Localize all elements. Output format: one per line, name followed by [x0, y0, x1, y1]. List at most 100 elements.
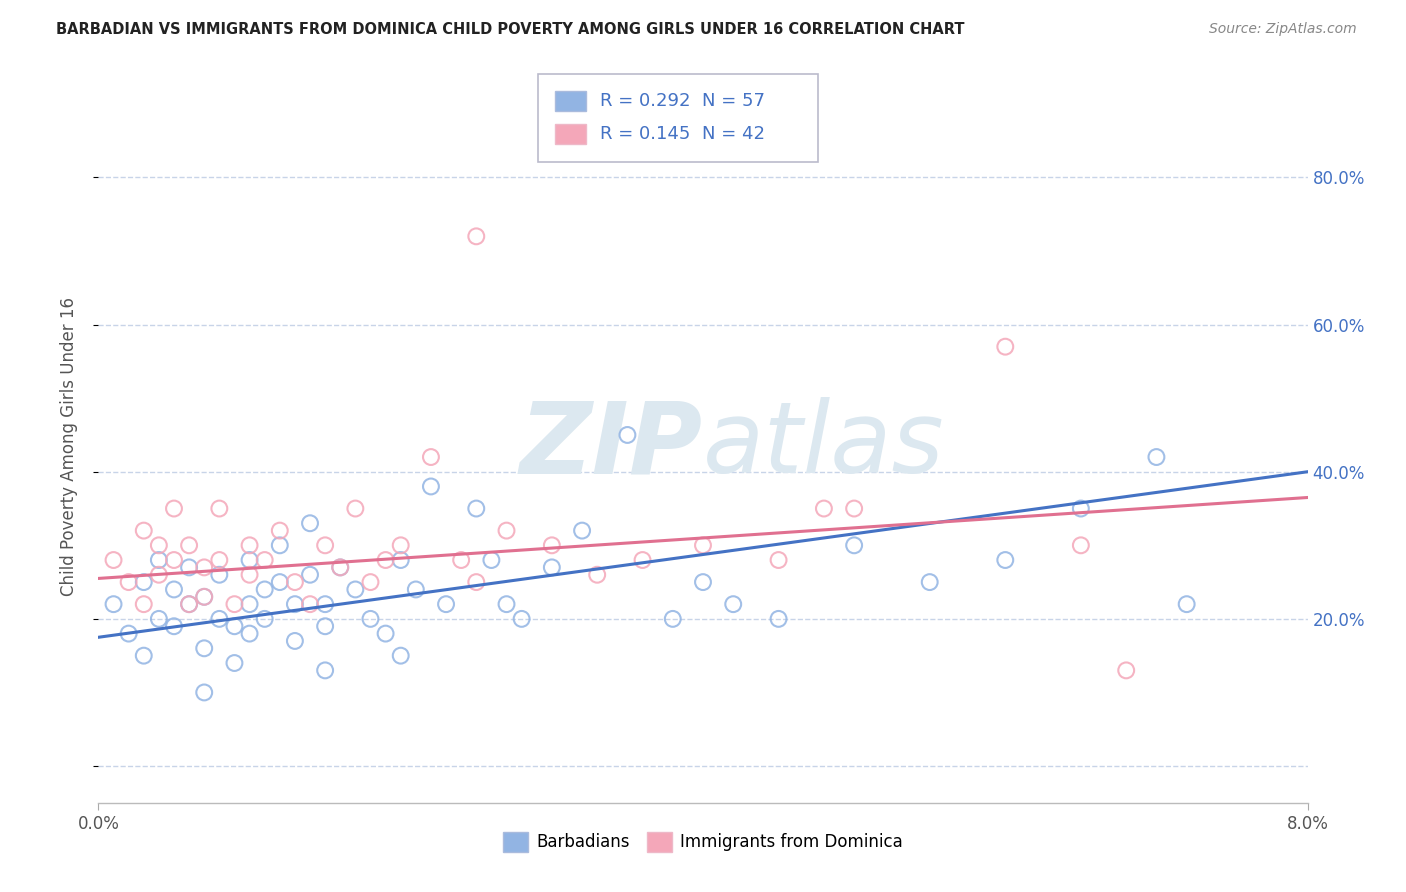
Point [329, 560, 352, 574]
Point [374, 626, 396, 640]
Point [389, 648, 412, 663]
Point [994, 340, 1017, 354]
Point [284, 634, 307, 648]
Point [844, 538, 866, 552]
Point [148, 612, 170, 626]
Text: N = 57: N = 57 [702, 92, 765, 110]
Point [208, 612, 231, 626]
Point [1146, 450, 1168, 464]
Point [723, 597, 745, 611]
Point [253, 582, 276, 597]
Point [465, 501, 488, 516]
Point [314, 538, 336, 552]
Point [239, 553, 262, 567]
Point [224, 597, 246, 611]
Text: N = 42: N = 42 [702, 125, 765, 143]
Point [661, 612, 683, 626]
Point [692, 538, 714, 552]
Point [148, 538, 170, 552]
Point [239, 538, 262, 552]
Point [1070, 501, 1092, 516]
Point [208, 567, 231, 582]
Point [103, 553, 125, 567]
Point [148, 567, 170, 582]
Point [269, 538, 291, 552]
Point [163, 553, 186, 567]
Point [224, 619, 246, 633]
Text: R = 0.292: R = 0.292 [600, 92, 690, 110]
Point [269, 524, 291, 538]
Point [284, 575, 307, 590]
Point [314, 619, 336, 633]
Legend: Barbadians, Immigrants from Dominica: Barbadians, Immigrants from Dominica [496, 825, 910, 859]
Point [224, 656, 246, 670]
Point [481, 553, 503, 567]
Point [239, 597, 262, 611]
Point [269, 575, 291, 590]
Point [132, 648, 155, 663]
Point [540, 560, 562, 574]
Point [374, 553, 396, 567]
Point [389, 553, 412, 567]
Point [420, 450, 443, 464]
Point [118, 626, 141, 640]
Text: ZIP: ZIP [520, 398, 703, 494]
Point [163, 501, 186, 516]
Point [1115, 664, 1137, 678]
Text: atlas: atlas [703, 398, 945, 494]
Point [299, 567, 322, 582]
Point [208, 553, 231, 567]
Point [495, 597, 517, 611]
Point [420, 479, 443, 493]
Point [132, 597, 155, 611]
Point [692, 575, 714, 590]
Point [193, 685, 215, 699]
Point [193, 641, 215, 656]
Point [239, 626, 262, 640]
Point [118, 575, 141, 590]
Point [586, 567, 609, 582]
Y-axis label: Child Poverty Among Girls Under 16: Child Poverty Among Girls Under 16 [59, 296, 77, 596]
Point [253, 553, 276, 567]
Point [193, 590, 215, 604]
Text: Source: ZipAtlas.com: Source: ZipAtlas.com [1209, 22, 1357, 37]
Point [510, 612, 533, 626]
Point [314, 597, 336, 611]
Point [768, 553, 790, 567]
Point [360, 612, 382, 626]
Point [495, 524, 517, 538]
Text: BARBADIAN VS IMMIGRANTS FROM DOMINICA CHILD POVERTY AMONG GIRLS UNDER 16 CORRELA: BARBADIAN VS IMMIGRANTS FROM DOMINICA CH… [56, 22, 965, 37]
Point [918, 575, 941, 590]
Point [193, 560, 215, 574]
Point [434, 597, 457, 611]
Point [450, 553, 472, 567]
Point [179, 560, 201, 574]
Point [389, 538, 412, 552]
Point [148, 553, 170, 567]
Text: R = 0.145: R = 0.145 [600, 125, 690, 143]
Point [179, 597, 201, 611]
Point [179, 597, 201, 611]
Point [344, 582, 367, 597]
Point [163, 582, 186, 597]
Point [1070, 538, 1092, 552]
Point [163, 619, 186, 633]
Point [465, 229, 488, 244]
Point [813, 501, 835, 516]
Point [344, 501, 367, 516]
Point [299, 516, 322, 531]
Point [284, 597, 307, 611]
Point [314, 664, 336, 678]
Point [132, 524, 155, 538]
Point [193, 590, 215, 604]
Point [768, 612, 790, 626]
Point [103, 597, 125, 611]
Point [465, 575, 488, 590]
Point [179, 538, 201, 552]
Point [329, 560, 352, 574]
Point [239, 567, 262, 582]
Point [360, 575, 382, 590]
Point [994, 553, 1017, 567]
Point [616, 428, 638, 442]
Point [844, 501, 866, 516]
